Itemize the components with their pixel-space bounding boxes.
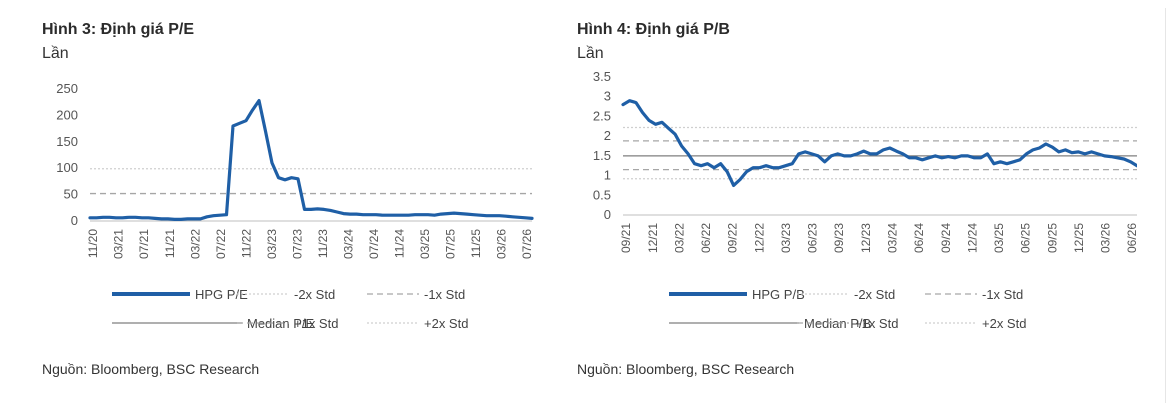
x-tick-label: 12/25 (1072, 223, 1086, 253)
y-tick-label: 1.5 (593, 148, 611, 163)
x-tick-label: 09/25 (1045, 223, 1059, 253)
page-edge-divider (1165, 8, 1166, 403)
y-tick-label: 0 (604, 207, 611, 222)
x-tick-label: 03/26 (495, 229, 509, 259)
x-tick-label: 12/23 (859, 223, 873, 253)
legend-label: HPG P/E (195, 287, 248, 302)
x-tick-label: 09/22 (726, 223, 740, 253)
pe-chart-svg: 0 50 100 150 200 250 11/20 03/21 07/21 11/21 03/22… (56, 81, 534, 331)
x-tick-label: 03/25 (992, 223, 1006, 253)
x-tick-label: 03/22 (188, 229, 202, 259)
x-tick-label: 06/25 (1019, 223, 1033, 253)
x-tick-label: 09/24 (939, 223, 953, 253)
y-tick-label: 3.5 (593, 69, 611, 84)
x-tick-label: 11/24 (393, 229, 407, 258)
legend-label: +1x Std (854, 316, 898, 331)
x-tick-label: 11/20 (86, 229, 100, 258)
x-tick-label: 07/26 (520, 229, 534, 259)
legend-label: +2x Std (424, 316, 468, 331)
y-unit-label: Lần (577, 45, 604, 62)
x-tick-label: 12/21 (646, 223, 660, 253)
legend-label: +1x Std (294, 316, 338, 331)
pb-chart-svg: 0 0.5 1 1.5 2 2.5 3 3.5 09/21 12/21 03/22 06/22 09/2… (593, 69, 1137, 331)
y-unit-label: Lần (42, 45, 69, 62)
y-tick-label: 250 (56, 81, 78, 96)
y-tick-label: 3 (604, 89, 611, 104)
legend-label: HPG P/B (752, 287, 805, 302)
pb-chart-panel: Hình 4: Định giá P/B Lần 0 0.5 1 1.5 2 2.5 3 3.… (577, 0, 1137, 409)
chart-title: Hình 3: Định giá P/E (42, 21, 195, 38)
legend-label: -2x Std (294, 287, 335, 302)
y-tick-label: 200 (56, 107, 78, 122)
x-tick-label: 03/24 (341, 229, 355, 259)
y-tick-label: 2.5 (593, 108, 611, 123)
x-tick-label: 03/21 (112, 229, 126, 259)
source-note: Nguồn: Bloomberg, BSC Research (42, 361, 260, 377)
x-tick-label: 03/26 (1099, 223, 1113, 253)
x-tick-label: 03/25 (418, 229, 432, 259)
x-tick-label: 06/23 (806, 223, 820, 253)
x-tick-label: 03/23 (779, 223, 793, 253)
x-tick-label: 11/25 (469, 229, 483, 258)
x-tick-label: 09/21 (619, 223, 633, 253)
x-tick-label: 07/24 (367, 229, 381, 259)
legend-label: +2x Std (982, 316, 1026, 331)
y-tick-label: 150 (56, 134, 78, 149)
legend-label: -1x Std (424, 287, 465, 302)
x-tick-label: 03/24 (885, 223, 899, 253)
series-line-main (621, 99, 1137, 187)
chart-title: Hình 4: Định giá P/B (577, 21, 730, 38)
y-tick-label: 0 (71, 213, 78, 228)
x-tick-label: 07/23 (290, 229, 304, 259)
source-note: Nguồn: Bloomberg, BSC Research (577, 361, 795, 377)
x-tick-label: 07/25 (444, 229, 458, 259)
x-tick-label: 11/21 (163, 229, 177, 258)
x-tick-label: 11/23 (316, 229, 330, 258)
y-tick-label: 1 (604, 168, 611, 183)
x-tick-label: 07/21 (137, 229, 151, 259)
y-tick-label: 0.5 (593, 187, 611, 202)
legend-label: -2x Std (854, 287, 895, 302)
y-tick-label: 50 (64, 187, 78, 202)
legend-label: -1x Std (982, 287, 1023, 302)
x-tick-label: 09/23 (832, 223, 846, 253)
x-tick-label: 12/22 (752, 223, 766, 253)
x-tick-label: 03/23 (265, 229, 279, 259)
x-tick-label: 06/22 (699, 223, 713, 253)
x-tick-label: 03/22 (672, 223, 686, 253)
x-tick-label: 07/22 (214, 229, 228, 259)
series-line-main (88, 98, 534, 221)
y-tick-label: 100 (56, 160, 78, 175)
y-tick-label: 2 (604, 128, 611, 143)
x-tick-label: 06/24 (912, 223, 926, 253)
pe-chart-panel: Hình 3: Định giá P/E Lần 0 50 100 150 200 250… (42, 0, 602, 409)
x-tick-label: 06/26 (1125, 223, 1137, 253)
x-tick-label: 11/22 (239, 229, 253, 258)
x-tick-label: 12/24 (965, 223, 979, 253)
